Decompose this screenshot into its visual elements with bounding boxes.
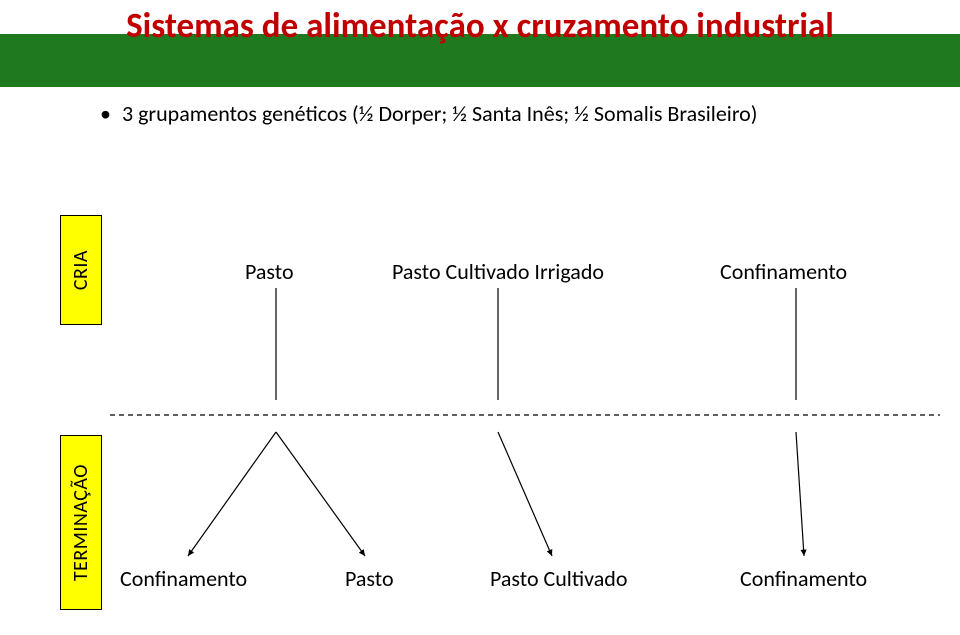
phase-box-cria-label: CRIA <box>69 250 93 290</box>
bullet-text: 3 grupamentos genéticos (½ Dorper; ½ San… <box>122 100 757 127</box>
label-pasto-cultivado-irrigado: Pasto Cultivado Irrigado <box>392 258 604 285</box>
diagram-lines <box>0 0 960 635</box>
phase-box-cria: CRIA <box>60 215 102 325</box>
label-confinamento-cria: Confinamento <box>720 258 847 285</box>
label-pasto-cultivado-term: Pasto Cultivado <box>490 565 627 592</box>
label-pasto-cria: Pasto <box>245 258 294 285</box>
label-pasto-term: Pasto <box>345 565 394 592</box>
phase-box-terminacao-label: TERMINAÇÃO <box>69 464 93 581</box>
title: Sistemas de alimentação x cruzamento ind… <box>0 0 960 54</box>
label-confinamento-term-2: Confinamento <box>740 565 867 592</box>
label-confinamento-term-1: Confinamento <box>120 565 247 592</box>
title-text: Sistemas de alimentação x cruzamento ind… <box>0 6 960 46</box>
bullet-char: • <box>100 100 111 127</box>
phase-box-terminacao: TERMINAÇÃO <box>60 435 102 610</box>
bullet-line: • 3 grupamentos genéticos (½ Dorper; ½ S… <box>100 100 900 128</box>
